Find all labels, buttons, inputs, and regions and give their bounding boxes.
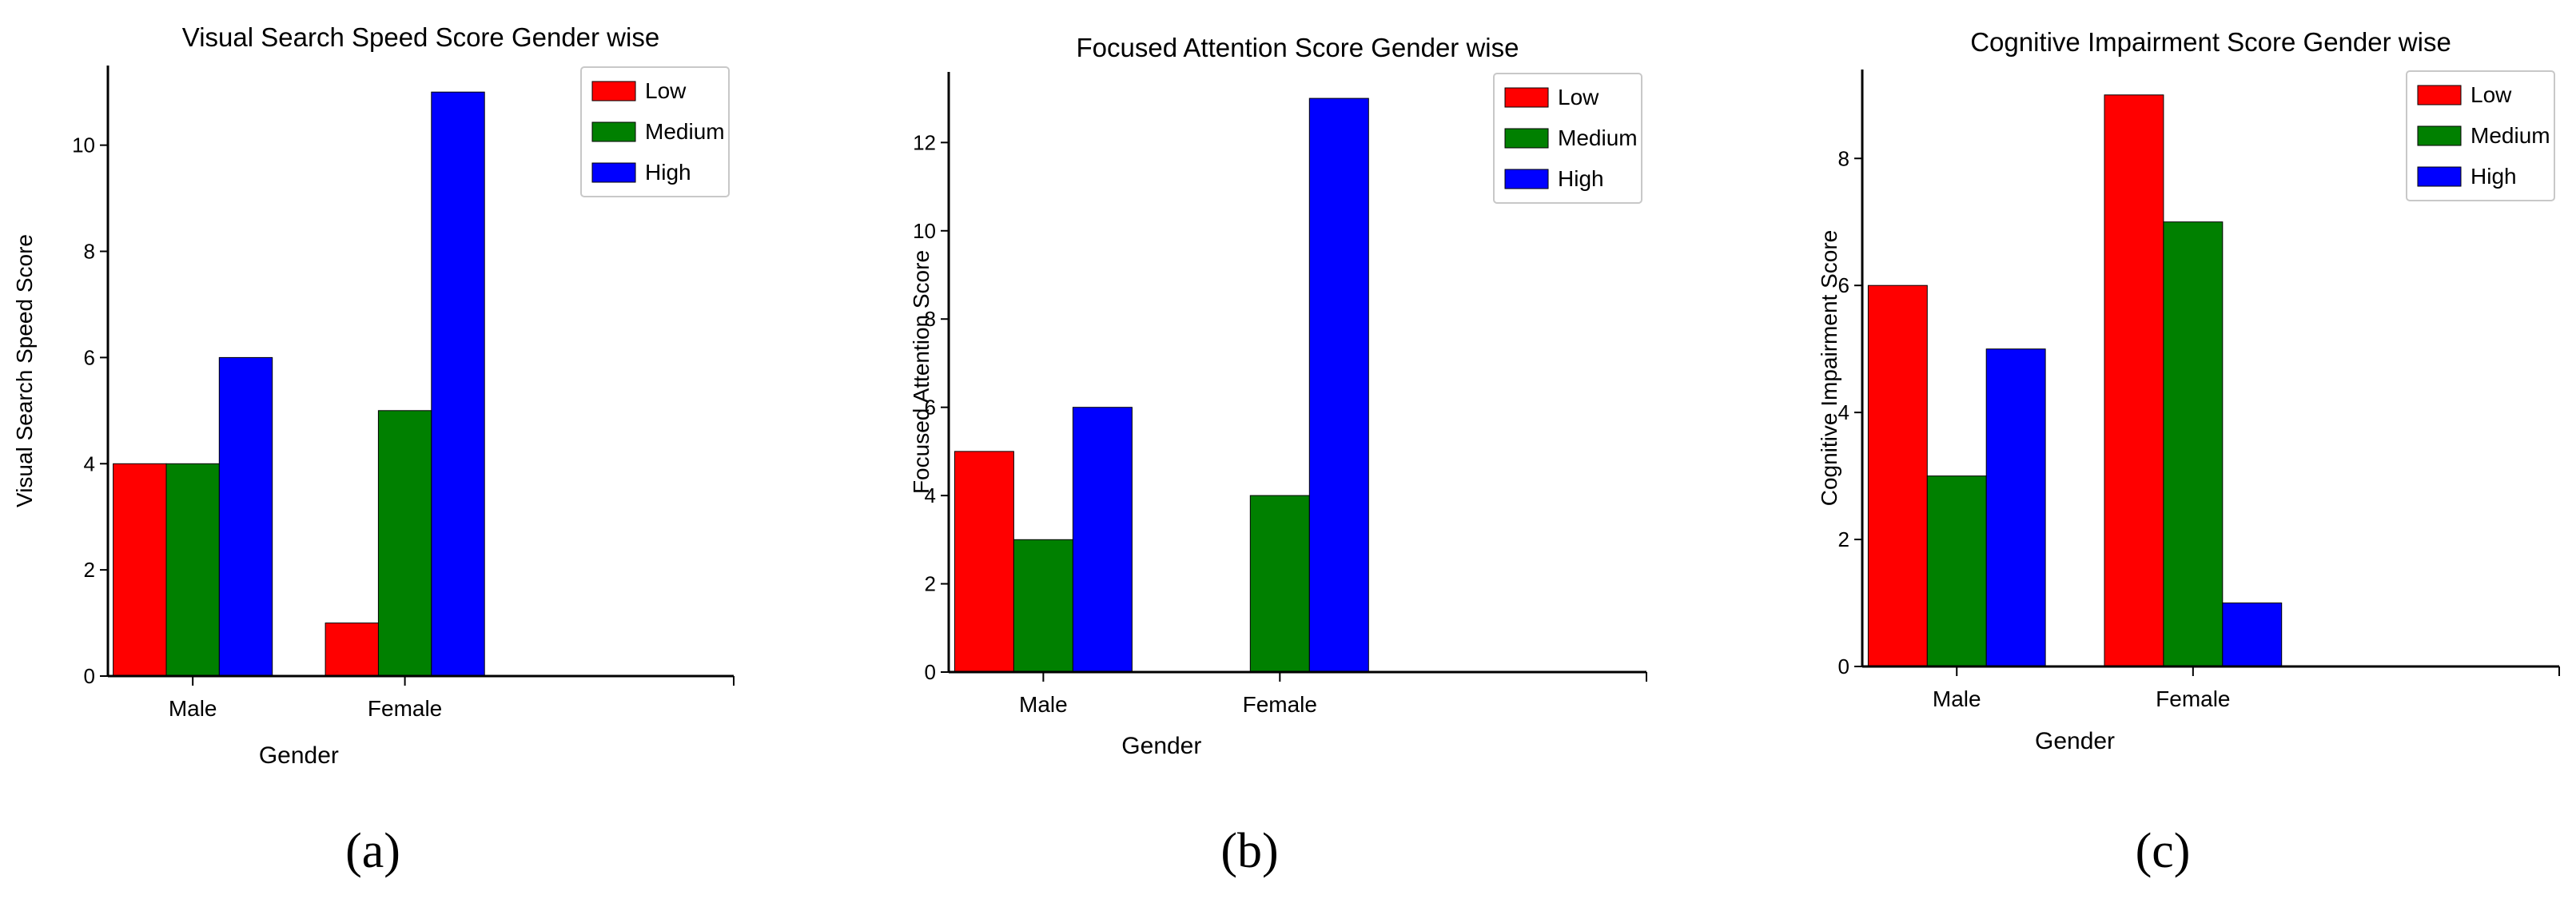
y-tick-label: 4 <box>925 483 936 507</box>
y-tick-label: 4 <box>84 452 95 475</box>
panel-label: (a) <box>345 824 400 878</box>
bar-medium-female <box>2163 221 2224 667</box>
y-tick-label: 12 <box>913 130 936 154</box>
bar-high-male <box>1985 348 2046 667</box>
y-tick-label: 2 <box>1838 527 1849 551</box>
legend-label-high: High <box>1558 166 1604 191</box>
chart-panel-3: 0 2 4 6 8 Male Female Cognitive Impairment Scor… <box>1817 27 2560 878</box>
bar-low-male <box>1867 284 1928 667</box>
bar-medium-female <box>1249 495 1310 673</box>
legend-swatch-low <box>1504 87 1549 108</box>
y-axis-label: Visual Search Speed Score <box>12 234 37 507</box>
y-tick-label: 6 <box>1838 273 1849 297</box>
legend-label-low: Low <box>645 78 687 103</box>
legend-swatch-high <box>1504 169 1549 189</box>
bar-medium-female <box>377 410 432 677</box>
x-tick-label: Male <box>1019 692 1068 717</box>
bar-medium-male <box>165 463 220 677</box>
y-tick-label: 8 <box>84 240 95 264</box>
x-tick-label: Male <box>1933 686 1981 711</box>
bar-high-female <box>1308 97 1369 673</box>
panel-label: (c) <box>2136 824 2191 878</box>
chart-title: Focused Attention Score Gender wise <box>1077 33 1519 62</box>
y-tick-label: 4 <box>1838 400 1849 424</box>
legend-swatch-medium <box>591 121 636 142</box>
legend: Low Medium High <box>580 66 730 197</box>
y-tick-label: 0 <box>1838 654 1849 678</box>
y-tick-label: 2 <box>925 572 936 596</box>
legend-label-high: High <box>645 160 691 185</box>
legend: Low Medium High <box>2406 70 2555 201</box>
panel-label: (b) <box>1220 824 1278 878</box>
bars <box>113 91 485 677</box>
legend-label-low: Low <box>1558 85 1599 109</box>
bar-high-female <box>2222 603 2283 667</box>
y-tick-label: 6 <box>925 396 936 420</box>
x-tick-label: Male <box>169 696 217 721</box>
chart-title: Cognitive Impairment Score Gender wise <box>1970 27 2451 57</box>
chart-title: Visual Search Speed Score Gender wise <box>182 22 659 52</box>
x-tick-label: Female <box>2156 686 2230 711</box>
chart-panel-2: 0 2 4 6 8 10 12 Male Female Focused Attention Sco… <box>909 33 1647 878</box>
y-tick-label: 8 <box>925 307 936 331</box>
y-tick-label: 0 <box>925 660 936 684</box>
x-axis-label: Gender <box>1121 733 1201 759</box>
y-tick-label: 6 <box>84 345 95 369</box>
x-tick-label: Female <box>1243 692 1317 717</box>
legend-label-medium: Medium <box>2470 123 2550 148</box>
bar-low-female <box>324 623 380 677</box>
y-tick-label: 10 <box>913 219 936 243</box>
chart-panel-1: 0 2 4 6 8 10 Male Female Visual Search Speed Sco… <box>12 22 735 878</box>
legend-label-low: Low <box>2470 82 2512 107</box>
y-tick-label: 2 <box>84 558 95 582</box>
legend-swatch-low <box>591 81 636 101</box>
legend-label-high: High <box>2470 164 2517 189</box>
y-tick-label: 10 <box>72 133 95 157</box>
bar-high-female <box>431 91 485 677</box>
legend-swatch-medium <box>2417 125 2462 146</box>
bar-high-male <box>1072 407 1133 673</box>
legend-label-medium: Medium <box>1558 125 1638 150</box>
bars <box>1867 94 2283 667</box>
bar-medium-male <box>1013 539 1073 673</box>
bar-high-male <box>218 356 273 677</box>
y-tick-label: 8 <box>1838 146 1849 170</box>
legend-swatch-high <box>591 162 636 183</box>
legend-swatch-medium <box>1504 128 1549 149</box>
legend-label-medium: Medium <box>645 119 725 144</box>
y-tick-label: 0 <box>84 664 95 688</box>
y-axis-label: Focused Attention Score <box>909 250 934 494</box>
bars <box>954 97 1369 673</box>
legend-swatch-low <box>2417 85 2462 105</box>
bar-low-female <box>2104 94 2164 667</box>
bar-low-male <box>113 463 167 677</box>
y-axis-label: Cognitive Impairment Score <box>1817 230 1841 506</box>
x-axis-label: Gender <box>2035 728 2115 754</box>
bar-low-male <box>954 451 1014 673</box>
bar-medium-male <box>1926 475 1987 667</box>
legend-swatch-high <box>2417 166 2462 187</box>
x-axis-label: Gender <box>259 742 339 769</box>
x-tick-label: Female <box>368 696 442 721</box>
legend: Low Medium High <box>1493 73 1642 204</box>
